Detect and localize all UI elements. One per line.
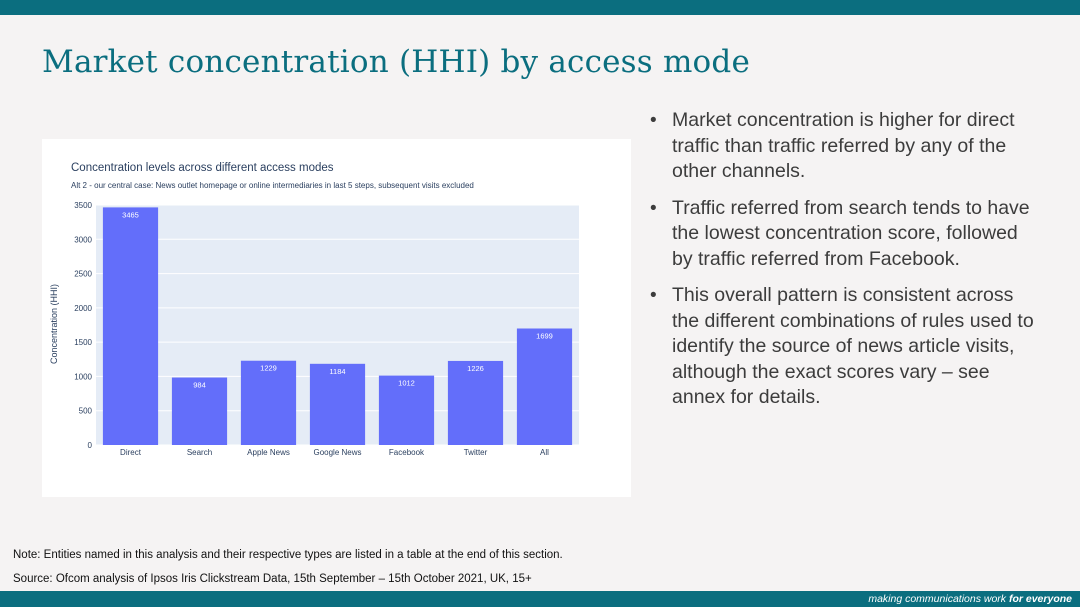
y-tick-label: 3500 xyxy=(74,201,92,210)
x-tick-label: Google News xyxy=(313,448,361,457)
bullet-icon: • xyxy=(650,285,657,306)
bar xyxy=(240,360,297,445)
bullet-point: • Market concentration is higher for dire… xyxy=(650,108,1040,185)
tagline: making communications work for everyone xyxy=(868,592,1072,606)
x-tick-label: Twitter xyxy=(464,448,488,457)
bar-value-label: 1229 xyxy=(260,364,277,373)
key-points-list: • Market concentration is higher for dire… xyxy=(650,108,1040,422)
bottom-accent-bar: making communications work for everyone xyxy=(0,591,1080,607)
y-tick-label: 2500 xyxy=(74,270,92,279)
bar xyxy=(309,363,366,445)
tagline-bold: for everyone xyxy=(1008,593,1072,605)
x-tick-label: Apple News xyxy=(247,448,290,457)
bar xyxy=(447,360,504,445)
x-tick-label: Direct xyxy=(120,448,142,457)
slide-title: Market concentration (HHI) by access mod… xyxy=(42,44,751,80)
y-tick-label: 500 xyxy=(79,407,93,416)
top-accent-bar xyxy=(0,0,1080,15)
bar-value-label: 1699 xyxy=(536,331,553,340)
bar-value-label: 984 xyxy=(193,381,206,390)
chart-panel: Concentration levels across different ac… xyxy=(42,139,631,497)
footnote: Note: Entities named in this analysis an… xyxy=(13,549,563,561)
bullet-icon: • xyxy=(650,197,657,219)
y-tick-label: 3000 xyxy=(74,235,92,244)
y-tick-label: 1000 xyxy=(74,372,92,381)
y-axis-label: Concentration (HHI) xyxy=(49,284,59,364)
bar-value-label: 1184 xyxy=(329,367,345,376)
bar xyxy=(102,207,159,445)
tagline-regular: making communications work xyxy=(868,593,1009,605)
bar xyxy=(171,377,228,445)
y-tick-label: 0 xyxy=(88,441,93,450)
bullet-icon: • xyxy=(650,110,657,131)
bar-value-label: 1012 xyxy=(398,379,415,388)
bar xyxy=(516,328,573,445)
chart-subtitle: Alt 2 - our central case: News outlet ho… xyxy=(71,181,474,190)
y-tick-label: 2000 xyxy=(74,304,92,313)
y-tick-label: 1500 xyxy=(74,338,92,347)
source-citation: Source: Ofcom analysis of Ipsos Iris Cli… xyxy=(13,573,532,585)
chart-title: Concentration levels across different ac… xyxy=(71,162,334,174)
x-tick-label: All xyxy=(540,448,549,457)
bar-value-label: 1226 xyxy=(467,364,484,373)
hhi-bar-chart: Concentration levels across different ac… xyxy=(49,162,579,457)
bullet-text: Market concentration is higher for direc… xyxy=(672,109,1015,182)
bullet-point: • This overall pattern is consistent acro… xyxy=(650,283,1040,411)
bar xyxy=(378,375,435,445)
bar-value-label: 3465 xyxy=(122,210,139,219)
bullet-text: This overall pattern is consistent acros… xyxy=(672,284,1034,408)
bullet-point: • Traffic referred from search tends to h… xyxy=(650,196,1040,273)
x-tick-label: Facebook xyxy=(389,448,425,457)
x-tick-label: Search xyxy=(187,448,212,457)
bullet-text: Traffic referred from search tends to ha… xyxy=(672,196,1030,270)
